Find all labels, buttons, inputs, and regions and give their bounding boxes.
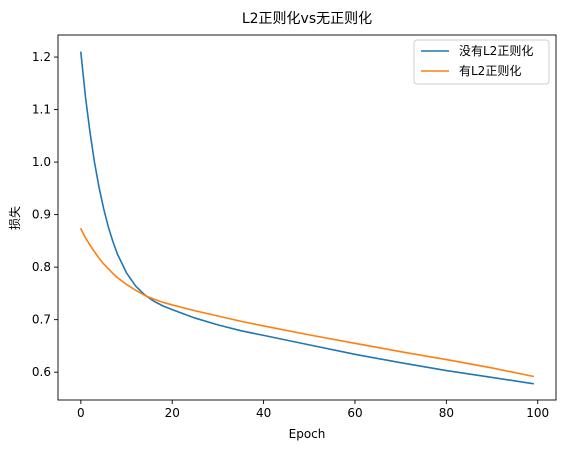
- y-tick-label: 1.1: [32, 103, 51, 117]
- x-tick-label: 60: [347, 406, 362, 420]
- plot-area: 0 20 40 60 80 100 0.6 0.7 0.8 0.9 1.0 1.1 1.2 没有L2正则化…: [32, 34, 557, 420]
- x-tick-label: 40: [256, 406, 271, 420]
- x-tick-label: 20: [165, 406, 180, 420]
- y-tick-label: 0.8: [32, 260, 51, 274]
- y-tick-label: 1.0: [32, 155, 51, 169]
- chart-title: L2正则化vs无正则化: [242, 11, 372, 27]
- series-line-2: [80, 227, 534, 378]
- legend-label-2: 有L2正则化: [459, 64, 521, 78]
- legend-label-1: 没有L2正则化: [459, 43, 533, 58]
- y-tick-label: 0.7: [32, 313, 51, 327]
- x-axis-label: Epoch: [289, 427, 326, 441]
- series-line-1: [80, 51, 534, 385]
- plot-frame: [57, 34, 557, 401]
- y-axis-label: 损失: [7, 206, 22, 230]
- y-tick-label: 0.9: [32, 208, 51, 222]
- x-tick-label: 0: [77, 406, 85, 420]
- x-tick-label: 80: [439, 406, 454, 420]
- x-tick-label: 100: [526, 406, 549, 420]
- y-tick-label: 1.2: [32, 50, 51, 64]
- y-tick-label: 0.6: [32, 365, 51, 379]
